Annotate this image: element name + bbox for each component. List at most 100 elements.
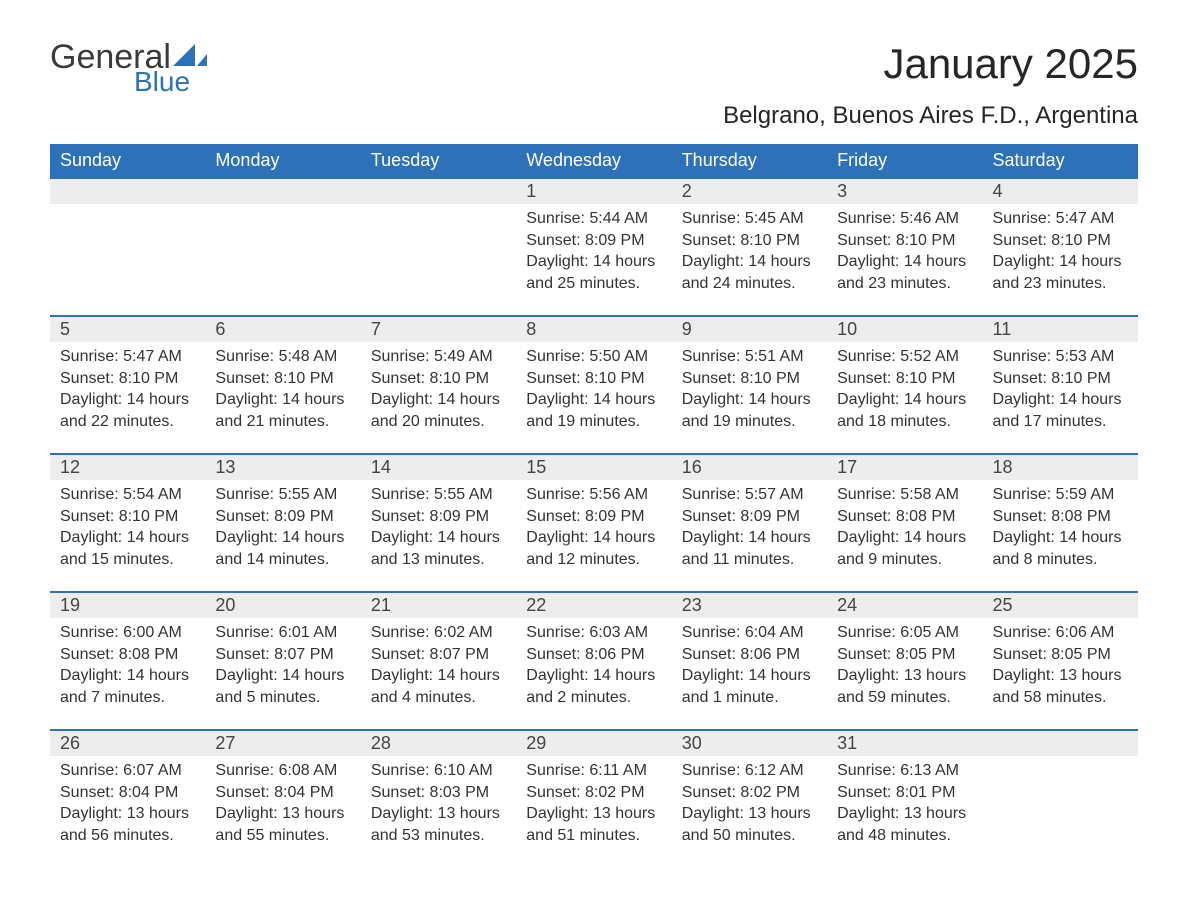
- day-detail-row: Sunrise: 6:07 AMSunset: 8:04 PMDaylight:…: [50, 756, 1138, 868]
- day-cell: Sunrise: 6:04 AMSunset: 8:06 PMDaylight:…: [672, 618, 827, 730]
- daylight-label: Daylight:: [837, 529, 904, 546]
- daylight-label: Daylight:: [215, 391, 282, 408]
- day-number: 25: [983, 592, 1138, 618]
- sunrise-label: Sunrise:: [526, 624, 589, 641]
- sunrise: Sunrise: 5:56 AM: [526, 484, 661, 506]
- sunset-value: 8:02 PM: [585, 784, 645, 801]
- sunset: Sunset: 8:07 PM: [215, 644, 350, 666]
- logo: General Blue: [50, 40, 207, 96]
- daylight: Daylight: 14 hours and 25 minutes.: [526, 251, 661, 294]
- sunrise: Sunrise: 6:01 AM: [215, 622, 350, 644]
- sunrise-value: 6:10 AM: [434, 762, 493, 779]
- daylight-label: Daylight:: [837, 391, 904, 408]
- day-number: 8: [516, 316, 671, 342]
- sunset: Sunset: 8:10 PM: [837, 230, 972, 252]
- day-cell: Sunrise: 6:13 AMSunset: 8:01 PMDaylight:…: [827, 756, 982, 868]
- sunset-value: 8:09 PM: [585, 232, 645, 249]
- sunrise-label: Sunrise:: [526, 486, 589, 503]
- day-number: 15: [516, 454, 671, 480]
- sunset-value: 8:10 PM: [430, 370, 490, 387]
- sunset-label: Sunset:: [682, 784, 741, 801]
- sunset: Sunset: 8:10 PM: [60, 506, 195, 528]
- sunset-label: Sunset:: [371, 646, 430, 663]
- sunset: Sunset: 8:10 PM: [993, 230, 1128, 252]
- sunrise: Sunrise: 6:06 AM: [993, 622, 1128, 644]
- daylight: Daylight: 14 hours and 17 minutes.: [993, 389, 1128, 432]
- day-number: 2: [672, 178, 827, 204]
- day-number: 30: [672, 730, 827, 756]
- daylight: Daylight: 14 hours and 2 minutes.: [526, 665, 661, 708]
- sunset: Sunset: 8:09 PM: [526, 506, 661, 528]
- sunset-label: Sunset:: [993, 232, 1052, 249]
- col-thursday: Thursday: [672, 144, 827, 178]
- sunset: Sunset: 8:09 PM: [215, 506, 350, 528]
- sunset-label: Sunset:: [215, 370, 274, 387]
- day-number: 31: [827, 730, 982, 756]
- day-cell: Sunrise: 6:01 AMSunset: 8:07 PMDaylight:…: [205, 618, 360, 730]
- page-title: January 2025: [883, 40, 1138, 88]
- day-number: 23: [672, 592, 827, 618]
- daylight: Daylight: 13 hours and 48 minutes.: [837, 803, 972, 846]
- sunset: Sunset: 8:02 PM: [682, 782, 817, 804]
- daylight: Daylight: 14 hours and 7 minutes.: [60, 665, 195, 708]
- daylight: Daylight: 14 hours and 19 minutes.: [682, 389, 817, 432]
- daylight: Daylight: 14 hours and 23 minutes.: [993, 251, 1128, 294]
- sunset: Sunset: 8:07 PM: [371, 644, 506, 666]
- sunset-value: 8:07 PM: [274, 646, 334, 663]
- sunset-label: Sunset:: [993, 370, 1052, 387]
- sunset-label: Sunset:: [371, 508, 430, 525]
- sunset: Sunset: 8:08 PM: [60, 644, 195, 666]
- sunrise-value: 5:58 AM: [900, 486, 959, 503]
- daylight: Daylight: 13 hours and 58 minutes.: [993, 665, 1128, 708]
- daylight-label: Daylight:: [837, 667, 904, 684]
- empty-cell: [50, 204, 205, 316]
- daylight: Daylight: 14 hours and 21 minutes.: [215, 389, 350, 432]
- sunrise-label: Sunrise:: [371, 762, 434, 779]
- sunrise-label: Sunrise:: [60, 624, 123, 641]
- sunrise-value: 5:57 AM: [745, 486, 804, 503]
- day-cell: Sunrise: 6:12 AMSunset: 8:02 PMDaylight:…: [672, 756, 827, 868]
- sunrise: Sunrise: 6:11 AM: [526, 760, 661, 782]
- sunset-value: 8:06 PM: [585, 646, 645, 663]
- col-wednesday: Wednesday: [516, 144, 671, 178]
- sunset-value: 8:10 PM: [896, 370, 956, 387]
- day-cell: Sunrise: 6:03 AMSunset: 8:06 PMDaylight:…: [516, 618, 671, 730]
- sunset-value: 8:10 PM: [740, 232, 800, 249]
- sunrise-label: Sunrise:: [837, 486, 900, 503]
- daylight: Daylight: 14 hours and 14 minutes.: [215, 527, 350, 570]
- sunrise-value: 5:55 AM: [279, 486, 338, 503]
- sunrise-label: Sunrise:: [993, 624, 1056, 641]
- sunrise-value: 5:51 AM: [745, 348, 804, 365]
- sunset-value: 8:10 PM: [585, 370, 645, 387]
- sunrise-value: 6:11 AM: [589, 762, 647, 779]
- daylight-label: Daylight:: [993, 391, 1060, 408]
- sunset-label: Sunset:: [526, 370, 585, 387]
- sunrise-value: 5:44 AM: [589, 210, 648, 227]
- day-cell: Sunrise: 5:52 AMSunset: 8:10 PMDaylight:…: [827, 342, 982, 454]
- sunrise-value: 6:08 AM: [279, 762, 338, 779]
- daylight: Daylight: 13 hours and 51 minutes.: [526, 803, 661, 846]
- sunset-label: Sunset:: [837, 646, 896, 663]
- sunrise-label: Sunrise:: [526, 348, 589, 365]
- col-monday: Monday: [205, 144, 360, 178]
- sunset-label: Sunset:: [60, 646, 119, 663]
- sunset: Sunset: 8:10 PM: [60, 368, 195, 390]
- sunrise-value: 5:46 AM: [900, 210, 959, 227]
- sunset-value: 8:10 PM: [274, 370, 334, 387]
- sunset-label: Sunset:: [837, 232, 896, 249]
- empty-cell: [205, 178, 360, 204]
- sunrise-value: 5:45 AM: [745, 210, 804, 227]
- daylight: Daylight: 13 hours and 55 minutes.: [215, 803, 350, 846]
- day-cell: Sunrise: 6:07 AMSunset: 8:04 PMDaylight:…: [50, 756, 205, 868]
- sunrise: Sunrise: 5:57 AM: [682, 484, 817, 506]
- daylight: Daylight: 14 hours and 8 minutes.: [993, 527, 1128, 570]
- sunrise: Sunrise: 6:02 AM: [371, 622, 506, 644]
- sunrise-label: Sunrise:: [993, 348, 1056, 365]
- daylight: Daylight: 14 hours and 12 minutes.: [526, 527, 661, 570]
- sunset: Sunset: 8:10 PM: [837, 368, 972, 390]
- day-cell: Sunrise: 6:05 AMSunset: 8:05 PMDaylight:…: [827, 618, 982, 730]
- sunrise: Sunrise: 6:12 AM: [682, 760, 817, 782]
- sunset-value: 8:02 PM: [740, 784, 800, 801]
- daylight: Daylight: 14 hours and 15 minutes.: [60, 527, 195, 570]
- daynum-row: 567891011: [50, 316, 1138, 342]
